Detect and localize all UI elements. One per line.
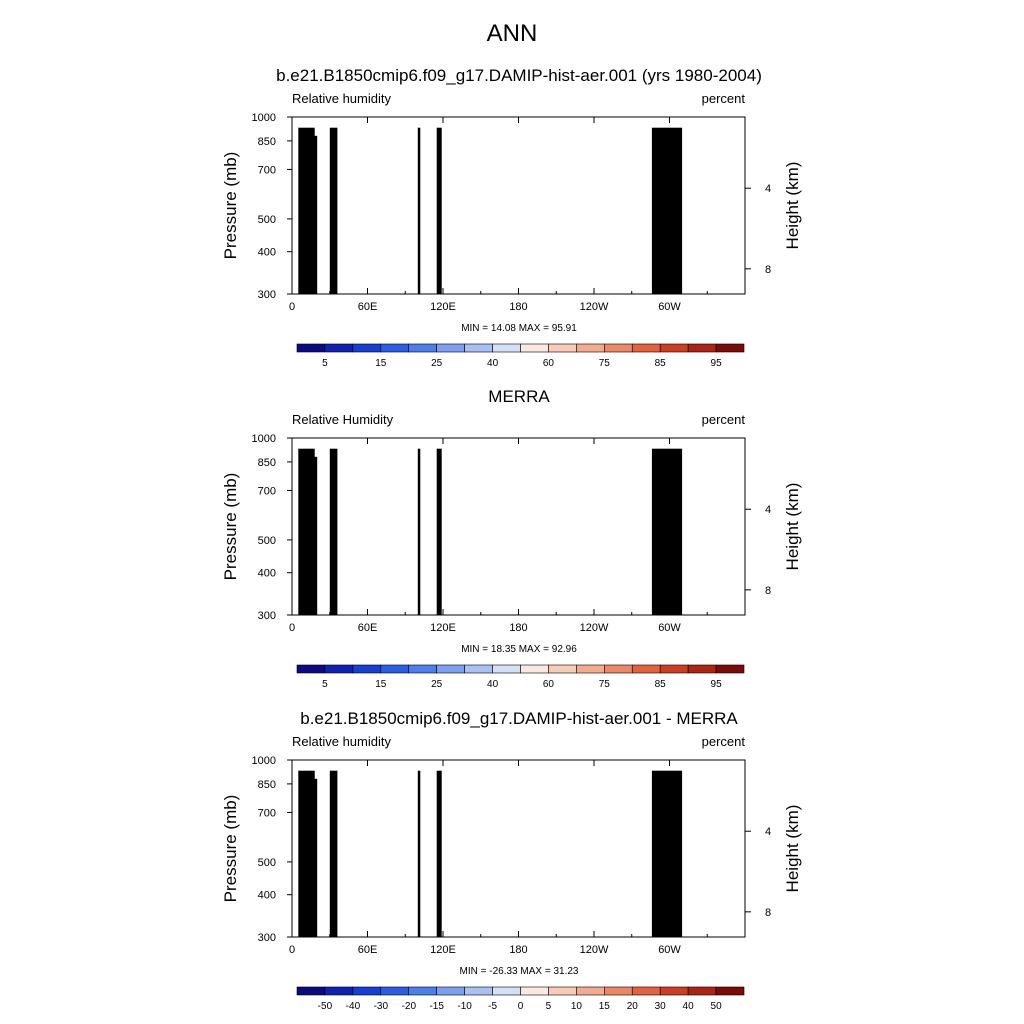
y-tick-label: 1000: [252, 112, 276, 124]
y-axis-label-right: Height (km): [783, 162, 802, 250]
topography-mask: [309, 135, 318, 294]
colorbar-label: 5: [322, 358, 328, 369]
x-tick-label: 120W: [580, 301, 609, 313]
colorbar-swatch: [548, 343, 577, 353]
colorbar-swatch: [492, 343, 521, 353]
panel-title: b.e21.B1850cmip6.f09_g17.DAMIP-hist-aer.…: [276, 66, 762, 85]
chart-panel-1: b.e21.B1850cmip6.f09_g17.DAMIP-hist-aer.…: [221, 66, 802, 369]
colorbar-swatch: [324, 343, 354, 353]
variable-label: Relative Humidity: [292, 412, 394, 427]
x-tick-label: 60W: [658, 301, 681, 313]
x-tick-label: 60E: [358, 301, 378, 313]
topography-mask: [329, 127, 338, 294]
colorbar-swatch: [408, 343, 437, 353]
colorbar-swatch: [464, 343, 493, 353]
colorbar-label: 75: [599, 358, 611, 369]
y-tick-label: 400: [258, 247, 276, 259]
colorbar-swatch: [604, 343, 633, 353]
x-tick-label: 120E: [430, 301, 456, 313]
panel-title: MERRA: [488, 387, 550, 406]
colorbar-swatch: [715, 343, 745, 353]
y-axis-label: Pressure (mb): [221, 152, 240, 260]
colorbar-swatch: [352, 343, 382, 353]
colorbar-swatch: [659, 343, 689, 353]
colorbar-swatch: [687, 343, 717, 353]
colorbar-swatch: [296, 343, 326, 353]
topography-mask: [436, 127, 442, 294]
page-title: ANN: [486, 20, 538, 47]
colorbar-swatch: [576, 343, 605, 353]
colorbar-label: 85: [655, 358, 667, 369]
right-tick-label: 8: [765, 264, 771, 276]
y-tick-label: 700: [258, 164, 276, 176]
colorbar: 5 15 25 40 60 75 85 95: [296, 343, 745, 369]
colorbar-swatch: [631, 343, 661, 353]
colorbar-swatch: [436, 343, 465, 353]
topography-mask: [417, 127, 421, 294]
colorbar-swatch: [380, 343, 410, 353]
x-tick-label: 0: [289, 301, 295, 313]
colorbar-label: 95: [711, 358, 723, 369]
right-tick-label: 4: [765, 183, 771, 195]
colorbar-label: 60: [543, 358, 555, 369]
colorbar-label: 15: [375, 358, 387, 369]
y-tick-label: 500: [258, 214, 276, 226]
units-label: percent: [702, 91, 746, 106]
min-max-stats: MIN = 14.08 MAX = 95.91: [461, 323, 577, 334]
x-tick-label: 180: [509, 301, 527, 313]
y-tick-label: 850: [258, 136, 276, 148]
colorbar-label: 40: [487, 358, 499, 369]
colorbar-label: 25: [431, 358, 443, 369]
units-label: percent: [702, 412, 746, 427]
y-tick-label: 300: [258, 289, 276, 301]
topography-mask: [651, 127, 683, 294]
colorbar-swatch: [520, 343, 549, 353]
variable-label: Relative humidity: [292, 91, 391, 106]
